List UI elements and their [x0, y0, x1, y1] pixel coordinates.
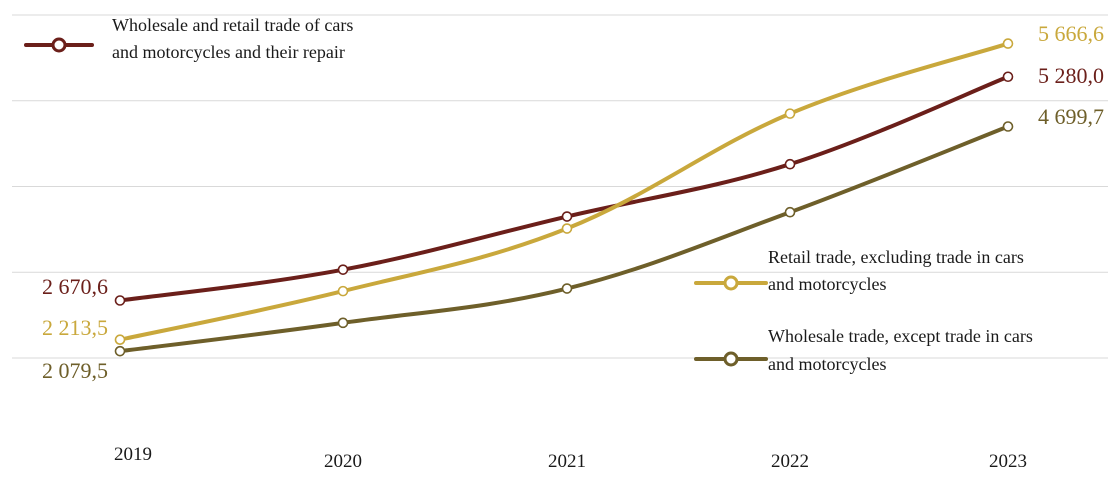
x-tick-label-2020: 2020: [324, 451, 362, 472]
data-point-series-3-2020: [337, 317, 349, 329]
data-point-series-3-2021: [561, 283, 573, 294]
series-lines: [118, 41, 1010, 354]
series-line-3: [118, 124, 1010, 354]
data-label-series-1-last: 5 280,0: [1038, 63, 1104, 88]
data-point-series-3-2019: [114, 345, 126, 357]
legend-label-series-1-line-2: and motorcycles and their repair: [112, 42, 345, 62]
legend-marker-series-2: [723, 275, 739, 291]
x-axis-tick-labels: 2019 2020 2021 2022 2023: [114, 444, 1027, 472]
data-point-series-3-2022: [784, 206, 796, 218]
data-label-series-2-last: 5 666,6: [1038, 21, 1104, 46]
data-point-series-2-2020: [337, 285, 349, 297]
data-point-series-2-2022: [784, 108, 796, 119]
data-label-series-2-first: 2 213,5: [42, 315, 108, 340]
data-point-series-2-2019: [114, 334, 126, 345]
x-tick-label-2019: 2019: [114, 444, 152, 465]
legend-label-series-3-line-2: and motorcycles: [768, 354, 886, 374]
data-point-series-2-2023: [1002, 38, 1014, 49]
x-tick-label-2022: 2022: [771, 451, 809, 472]
data-point-series-1-2022: [784, 158, 796, 170]
legend-label-series-1-line-1: Wholesale and retail trade of cars: [112, 15, 353, 35]
x-tick-label-2021: 2021: [548, 451, 586, 472]
series-points: [114, 38, 1014, 357]
data-point-series-1-2019: [114, 295, 126, 306]
data-point-series-3-2023: [1002, 121, 1014, 132]
legend-label-series-2-line-1: Retail trade, excluding trade in cars: [768, 247, 1024, 267]
legend-marker-series-1: [51, 37, 67, 53]
data-label-series-1-first: 2 670,6: [42, 274, 108, 299]
series-line-2: [118, 41, 1010, 342]
legend: Wholesale and retail trade of cars and mo…: [24, 15, 1033, 374]
data-label-series-3-last: 4 699,7: [1038, 104, 1104, 129]
legend-label-series-2-line-2: and motorcycles: [768, 274, 886, 294]
data-point-series-1-2023: [1002, 71, 1014, 83]
legend-marker-series-3: [723, 351, 739, 367]
value-labels: 2 670,6 5 280,0 2 213,5 5 666,6 2 079,5 4 699…: [42, 21, 1104, 383]
gridlines: [12, 14, 1108, 359]
legend-label-series-3-line-1: Wholesale trade, except trade in cars: [768, 326, 1033, 346]
data-label-series-3-first: 2 079,5: [42, 358, 108, 383]
data-point-series-1-2021: [561, 211, 573, 222]
data-point-series-2-2021: [561, 223, 573, 234]
x-tick-label-2023: 2023: [989, 451, 1027, 472]
data-point-series-1-2020: [337, 264, 349, 275]
